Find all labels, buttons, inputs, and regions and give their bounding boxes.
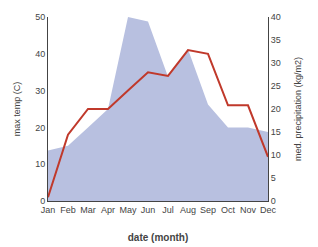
svg-text:30: 30 (35, 86, 45, 96)
svg-text:Sep: Sep (200, 205, 216, 215)
svg-text:date (month): date (month) (128, 232, 189, 243)
svg-text:50: 50 (35, 12, 45, 22)
svg-text:Jun: Jun (141, 205, 156, 215)
svg-text:5: 5 (271, 173, 276, 183)
svg-text:25: 25 (271, 81, 281, 91)
svg-text:Jul: Jul (162, 205, 174, 215)
svg-text:15: 15 (271, 127, 281, 137)
svg-text:max temp (C): max temp (C) (12, 82, 22, 137)
svg-text:0: 0 (271, 196, 276, 206)
svg-text:med. precipitation (kg/m2): med. precipitation (kg/m2) (293, 57, 303, 161)
svg-text:20: 20 (271, 104, 281, 114)
svg-text:30: 30 (271, 58, 281, 68)
svg-text:10: 10 (35, 159, 45, 169)
svg-text:Aug: Aug (180, 205, 196, 215)
svg-text:40: 40 (271, 12, 281, 22)
svg-text:35: 35 (271, 35, 281, 45)
svg-text:Jan: Jan (41, 205, 56, 215)
svg-text:Nov: Nov (240, 205, 257, 215)
svg-text:May: May (119, 205, 137, 215)
svg-text:Mar: Mar (80, 205, 96, 215)
svg-text:20: 20 (35, 123, 45, 133)
svg-text:Dec: Dec (260, 205, 277, 215)
svg-text:40: 40 (35, 49, 45, 59)
svg-text:0: 0 (40, 196, 45, 206)
svg-text:Feb: Feb (60, 205, 76, 215)
svg-text:Oct: Oct (221, 205, 236, 215)
svg-text:10: 10 (271, 150, 281, 160)
svg-text:Apr: Apr (101, 205, 115, 215)
